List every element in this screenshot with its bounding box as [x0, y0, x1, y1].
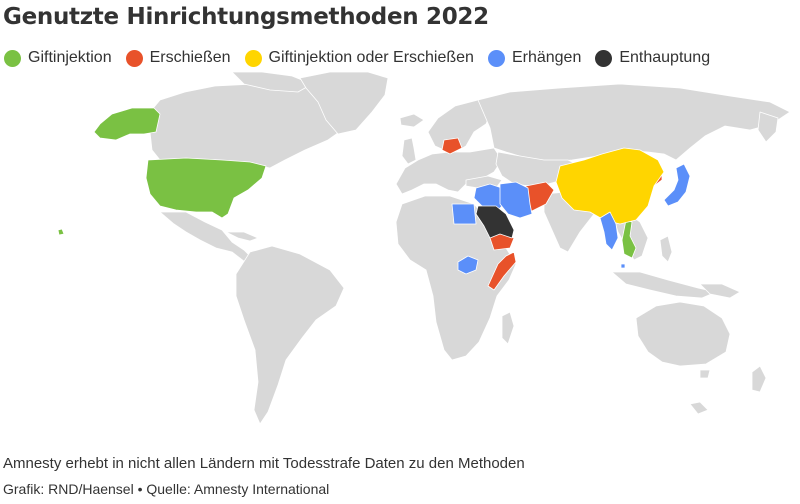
landmass-uk — [401, 137, 417, 165]
country-myanmar — [599, 211, 619, 251]
legend-label: Erschießen — [149, 49, 231, 66]
chart-title: Genutzte Hinrichtungsmethoden 2022 — [3, 4, 489, 30]
country-china — [555, 147, 665, 225]
country-iran — [499, 181, 533, 219]
legend-label: Giftinjektion oder Erschießen — [268, 49, 474, 66]
country-usa — [145, 157, 267, 219]
country-belarus — [441, 137, 463, 155]
landmass-philippines — [659, 235, 673, 263]
legend-swatch-green — [4, 49, 21, 67]
country-syria-iraq — [473, 183, 505, 213]
landmass-tasmania — [699, 369, 711, 379]
landmass-south-america — [235, 245, 345, 425]
country-egypt — [451, 203, 477, 225]
legend-label: Erhängen — [511, 49, 582, 66]
footnote: Amnesty erhebt in nicht allen Ländern mi… — [3, 455, 525, 472]
country-south-sudan — [457, 255, 479, 275]
legend-swatch-black — [595, 49, 613, 67]
legend-swatch-red — [125, 49, 143, 67]
country-saudi-arabia — [475, 205, 515, 239]
legend: Giftinjektion Erschießen Giftinjektion o… — [4, 49, 724, 67]
legend-item-erschiessen: Erschießen — [125, 49, 231, 67]
landmass-madagascar — [501, 311, 515, 345]
source-credit: Grafik: RND/Haensel • Quelle: Amnesty In… — [3, 481, 330, 497]
landmass-australia — [635, 301, 731, 367]
country-hawaii — [57, 228, 65, 236]
country-alaska — [93, 107, 161, 141]
country-japan — [663, 163, 691, 207]
legend-label: Giftinjektion — [28, 49, 112, 66]
landmass-new-zealand — [751, 365, 767, 393]
legend-label: Enthauptung — [619, 49, 711, 66]
country-singapore — [620, 263, 626, 269]
legend-item-gift-oder-erschiessen: Giftinjektion oder Erschießen — [244, 49, 474, 67]
landmass-iceland — [399, 113, 425, 128]
landmass-papua — [699, 283, 741, 299]
landmass-indonesia — [611, 271, 717, 299]
landmass-kamchatka — [757, 111, 779, 143]
landmass-antarctic-islands — [689, 401, 709, 415]
legend-item-erhaengen: Erhängen — [487, 49, 582, 67]
world-map — [57, 72, 791, 425]
landmass-greenland — [299, 72, 389, 135]
country-vietnam — [621, 219, 637, 259]
legend-swatch-blue — [487, 49, 505, 67]
landmass-arctic-islands — [231, 72, 313, 93]
landmass-caribbean — [225, 231, 259, 242]
legend-item-giftinjektion: Giftinjektion — [4, 49, 112, 67]
country-somalia — [487, 251, 517, 291]
legend-item-enthauptung: Enthauptung — [595, 49, 710, 67]
legend-swatch-yellow — [244, 49, 262, 67]
